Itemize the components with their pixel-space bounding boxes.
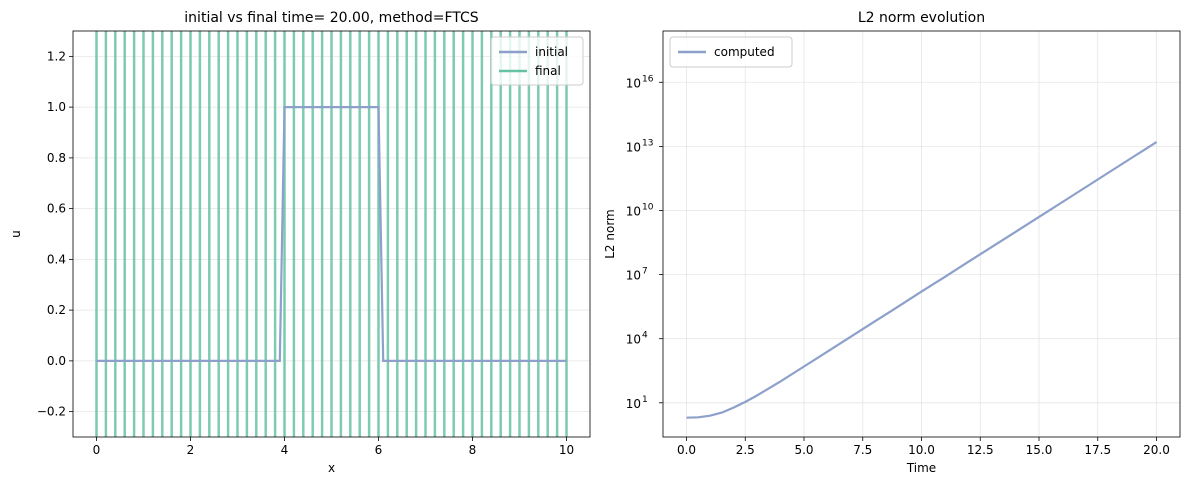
left-x-tick-label: 0 [93, 443, 101, 457]
right-y-tick-exponent: 1 [642, 395, 648, 405]
left-x-tick-label: 10 [559, 443, 574, 457]
legend-label-computed: computed [714, 45, 775, 59]
left-y-tick-label: 0.6 [47, 202, 66, 216]
right-x-tick-label: 7.5 [853, 443, 872, 457]
left-y-tick-label: 1.2 [47, 49, 66, 63]
right-y-tick-exponent: 7 [642, 267, 648, 277]
left-chart-title: initial vs final time= 20.00, method=FTC… [184, 10, 478, 26]
right-x-tick-label: 17.5 [1084, 443, 1111, 457]
legend-label-initial: initial [535, 45, 568, 59]
right-gridlines [663, 31, 1180, 437]
right-x-tick-label: 5.0 [794, 443, 813, 457]
left-x-tick-label: 6 [375, 443, 383, 457]
right-y-tick-label: 10 [626, 204, 641, 218]
legend-label-final: final [535, 64, 561, 78]
right-y-tick-label: 10 [626, 333, 641, 347]
right-legend: computed [669, 36, 793, 68]
left-y-tick-label: −0.2 [37, 405, 66, 419]
left-y-axis-label: u [9, 230, 23, 238]
left-x-tick-label: 8 [469, 443, 477, 457]
right-x-tick-label: 10.0 [908, 443, 935, 457]
right-y-tick-label: 10 [626, 76, 641, 90]
left-series [95, 31, 568, 437]
left-y-tick-label: 0.8 [47, 151, 66, 165]
right-y-tick-label: 10 [626, 269, 641, 283]
right-y-tick-exponent: 10 [642, 202, 654, 212]
left-x-tick-label: 4 [281, 443, 289, 457]
right-x-tick-label: 15.0 [1026, 443, 1053, 457]
right-y-tick-label: 10 [626, 397, 641, 411]
right-x-tick-label: 12.5 [967, 443, 994, 457]
computed-series-line [686, 141, 1158, 419]
left-y-tick-label: 0.4 [47, 252, 66, 266]
right-y-axis-label: L2 norm [603, 209, 617, 259]
left-plot-frame [72, 30, 591, 438]
right-x-tick-label: 20.0 [1143, 443, 1170, 457]
right-chart-title: L2 norm evolution [858, 10, 985, 26]
left-x-tick-label: 2 [187, 443, 195, 457]
right-y-tick-exponent: 4 [642, 331, 648, 341]
right-y-tick-exponent: 13 [642, 138, 653, 148]
left-y-tick-label: 1.0 [47, 100, 66, 114]
left-legend-box [490, 36, 584, 86]
right-chart: 0.0 2.5 5.0 7.5 10.0 12.5 15.0 17.5 20.010 110 410… [603, 10, 1181, 475]
right-ticks: 0.0 2.5 5.0 7.5 10.0 12.5 15.0 17.5 20.010 110 410… [626, 74, 1170, 457]
initial-series-line [96, 106, 567, 362]
right-legend-box [669, 36, 793, 68]
right-y-tick-exponent: 16 [642, 74, 654, 84]
left-ticks: 0 2 4 6 8 10 −0.2 0.0 0.2 0.4 0.6 0.8 1.0 1.2 [37, 49, 574, 457]
left-y-tick-label: 0.2 [47, 303, 66, 317]
right-x-tick-label: 2.5 [736, 443, 755, 457]
right-x-axis-label: Time [906, 461, 936, 475]
left-x-axis-label: x [328, 461, 335, 475]
right-x-tick-label: 0.0 [677, 443, 696, 457]
left-chart: 0 2 4 6 8 10 −0.2 0.0 0.2 0.4 0.6 0.8 1.0 1.2 initial… [9, 10, 591, 475]
right-y-tick-label: 10 [626, 140, 641, 154]
left-y-tick-label: 0.0 [47, 354, 66, 368]
right-series [686, 141, 1158, 419]
left-legend: initial final [490, 36, 584, 86]
